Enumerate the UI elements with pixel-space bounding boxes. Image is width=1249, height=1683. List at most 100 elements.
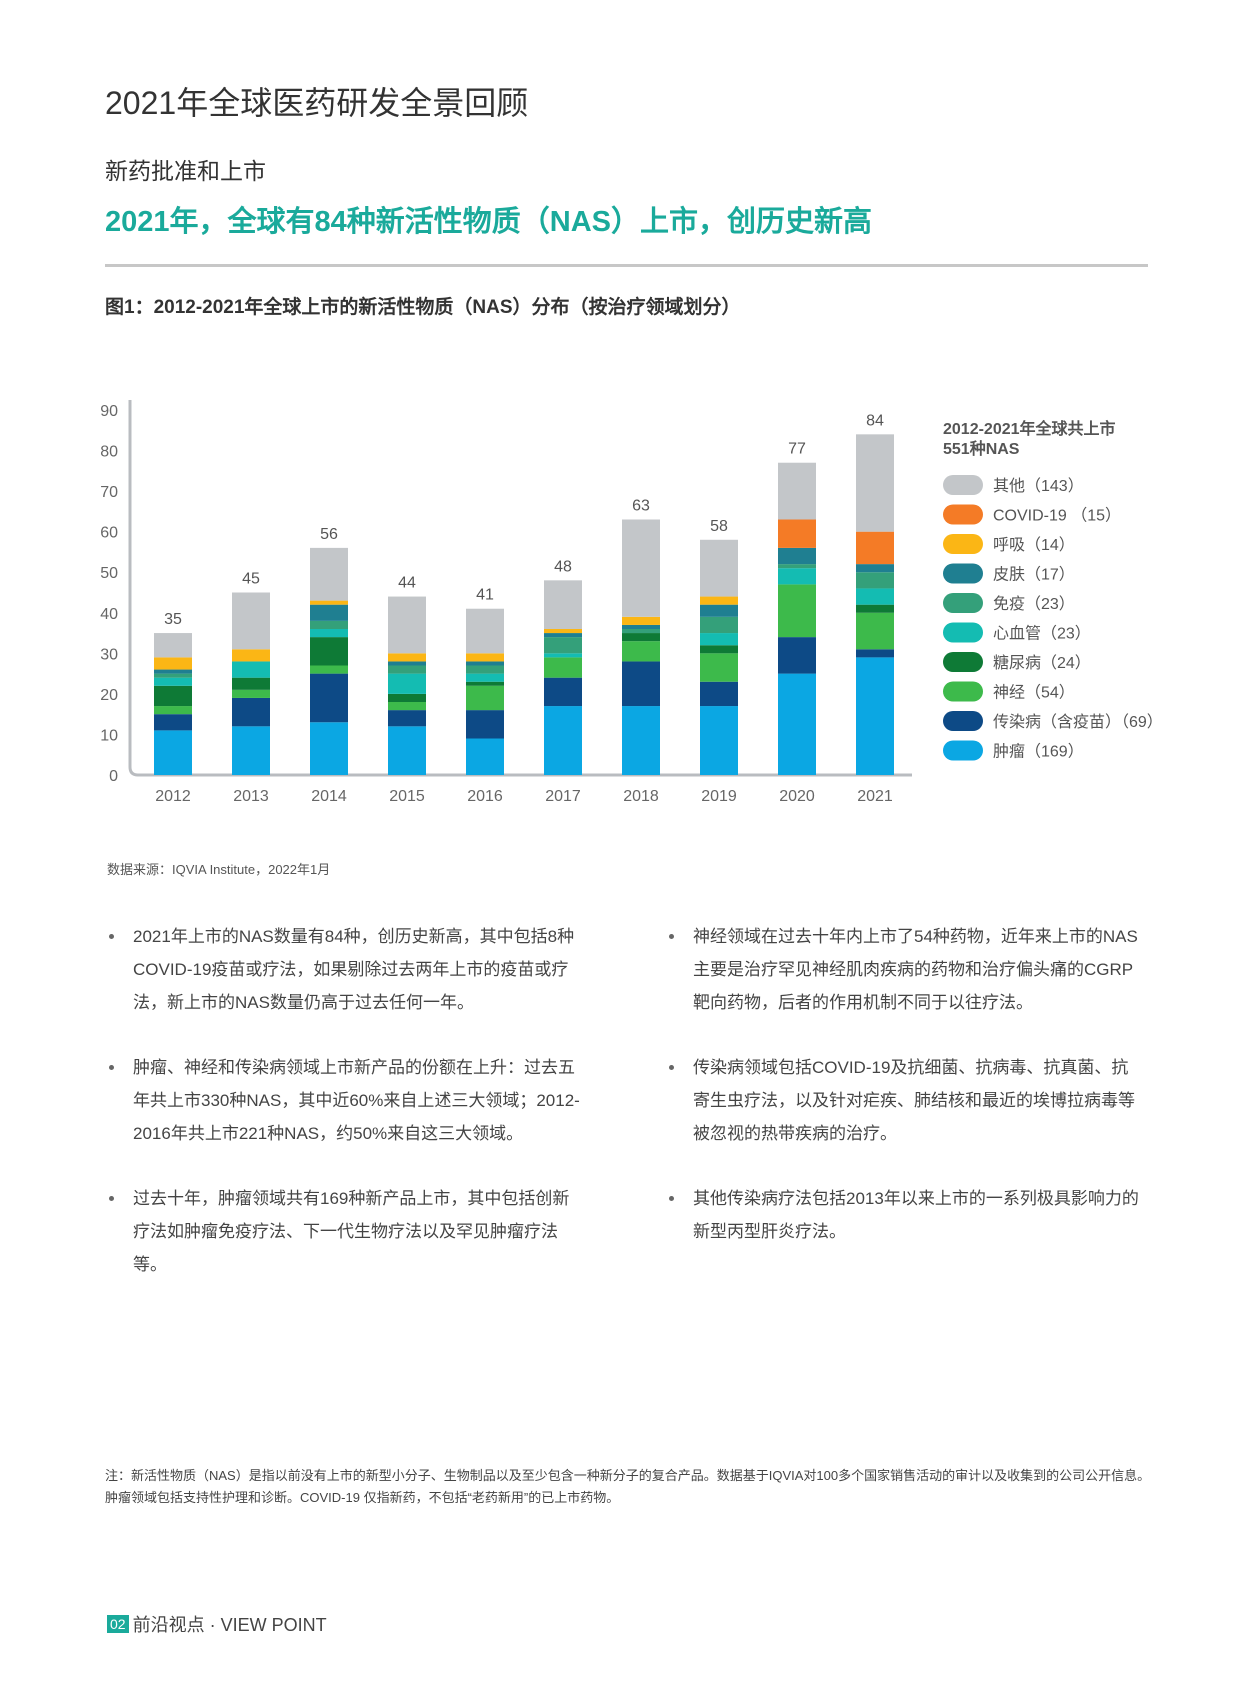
bar-segment: [856, 657, 894, 775]
bar-segment: [778, 673, 816, 775]
divider: [105, 264, 1148, 267]
legend-label: 传染病（含疫苗）（69）: [993, 713, 1163, 731]
bar-segment: [232, 661, 270, 678]
bar-segment: [310, 637, 348, 666]
bar-segment: [622, 629, 660, 634]
legend-swatch: [943, 563, 983, 584]
bar-segment: [700, 604, 738, 617]
bar-segment: [622, 519, 660, 617]
bullet-item: 肿瘤、神经和传染病领域上市新产品的份额在上升：过去五年共上市330种NAS，其中…: [105, 1051, 585, 1150]
bar-segment: [700, 596, 738, 605]
y-tick-label: 40: [100, 606, 118, 623]
page-number: 02: [107, 1615, 129, 1633]
legend-swatch: [943, 711, 983, 731]
bar-segment: [622, 661, 660, 707]
footer: 02 前沿视点 · VIEW POINT: [107, 1611, 327, 1637]
legend-label: 免疫（23）: [993, 595, 1075, 613]
bar-segment: [154, 669, 192, 674]
legend-label: 神经（54）: [993, 684, 1075, 702]
y-tick-label: 30: [100, 646, 118, 663]
bar-segment: [232, 689, 270, 698]
x-tick-label: 2020: [779, 788, 815, 805]
legend-swatch: [943, 740, 983, 761]
bar-segment: [232, 592, 270, 650]
bullet-item: 2021年上市的NAS数量有84种，创历史新高，其中包括8种COVID-19疫苗…: [105, 920, 585, 1019]
bar-segment: [466, 685, 504, 711]
bar-segment: [856, 649, 894, 658]
data-label-total: 84: [866, 412, 884, 429]
bar-segment: [466, 738, 504, 775]
x-tick-label: 2013: [233, 788, 269, 805]
x-tick-label: 2015: [389, 788, 425, 805]
bar-segment: [700, 645, 738, 654]
bar-segment: [544, 657, 582, 678]
bar-segment: [232, 726, 270, 775]
legend-title: 551种NAS: [943, 439, 1020, 458]
bullet-item: 传染病领域包括COVID-19及抗细菌、抗病毒、抗真菌、抗寄生虫疗法，以及针对疟…: [665, 1051, 1145, 1150]
bar-segment: [154, 714, 192, 731]
legend-label: 其他（143）: [993, 477, 1084, 495]
x-tick-label: 2014: [311, 788, 347, 805]
bar-segment: [388, 596, 426, 654]
data-label-total: 77: [788, 441, 806, 458]
bar-segment: [154, 706, 192, 715]
bar-segment: [622, 633, 660, 642]
nas-stacked-bar-chart: 0 10 20 30 40 50 60 70 80 90 35 2012 45 2013 56 2014 44 2…: [100, 400, 1163, 805]
data-label-total: 45: [242, 571, 260, 588]
bar-segment: [544, 653, 582, 658]
footnote: 注：新活性物质（NAS）是指以前没有上市的新型小分子、生物制品以及至少包含一种新…: [105, 1468, 1151, 1505]
x-tick-label: 2019: [701, 788, 737, 805]
bar-segment: [856, 531, 894, 565]
bar-segment: [700, 616, 738, 634]
y-tick-label: 70: [100, 484, 118, 501]
bullet-list-right: 神经领域在过去十年内上市了54种药物，近年来上市的NAS主要是治疗罕见神经肌肉疾…: [665, 920, 1145, 1280]
y-tick-label: 90: [100, 403, 118, 420]
bar-segment: [544, 677, 582, 707]
bar-segment: [310, 665, 348, 674]
legend-swatch: [943, 475, 983, 495]
legend-swatch: [943, 534, 983, 554]
bar-segment: [700, 653, 738, 682]
y-tick-label: 0: [109, 768, 118, 785]
legend-swatch: [943, 652, 983, 672]
bar-segment: [622, 616, 660, 625]
x-tick-label: 2018: [623, 788, 659, 805]
bar-segment: [310, 673, 348, 723]
legend-title: 2012-2021年全球共上市: [943, 419, 1116, 438]
bar-segment: [778, 462, 816, 520]
headline: 2021年，全球有84种新活性物质（NAS）上市，创历史新高: [105, 206, 872, 238]
bullet-item: 神经领域在过去十年内上市了54种药物，近年来上市的NAS主要是治疗罕见神经肌肉疾…: [665, 920, 1145, 1019]
y-tick-label: 10: [100, 727, 118, 744]
bar-segment: [622, 706, 660, 775]
bullet-item: 其他传染病疗法包括2013年以来上市的一系列极具影响力的新型丙型肝炎疗法。: [665, 1182, 1145, 1248]
bar-segment: [856, 604, 894, 613]
bar-segment: [154, 677, 192, 686]
legend-swatch: [943, 681, 983, 702]
bar-segment: [232, 649, 270, 662]
bar-segment: [466, 661, 504, 666]
x-tick-label: 2017: [545, 788, 581, 805]
bar-segment: [388, 665, 426, 674]
bar-segment: [310, 604, 348, 621]
legend-label: 糖尿病（24）: [993, 654, 1091, 672]
data-label-total: 58: [710, 518, 728, 535]
legend-label: 呼吸（14）: [993, 536, 1075, 554]
bar-segment: [700, 706, 738, 775]
bar-segment: [778, 637, 816, 674]
bar-segment: [388, 661, 426, 666]
bar-segment: [544, 629, 582, 634]
data-label-total: 63: [632, 498, 650, 515]
bar-segment: [778, 519, 816, 548]
bar-segment: [544, 706, 582, 775]
bar-segment: [466, 710, 504, 739]
y-tick-label: 50: [100, 565, 118, 582]
bar-segment: [778, 568, 816, 585]
bar-segment: [466, 608, 504, 654]
data-source: 数据来源：IQVIA Institute，2022年1月: [107, 862, 331, 877]
bar-segment: [154, 685, 192, 707]
bar-segment: [700, 681, 738, 707]
data-label-total: 41: [476, 587, 494, 604]
y-tick-label: 60: [100, 525, 118, 542]
legend-label: 皮肤（17）: [993, 566, 1075, 584]
bar-segment: [466, 653, 504, 662]
